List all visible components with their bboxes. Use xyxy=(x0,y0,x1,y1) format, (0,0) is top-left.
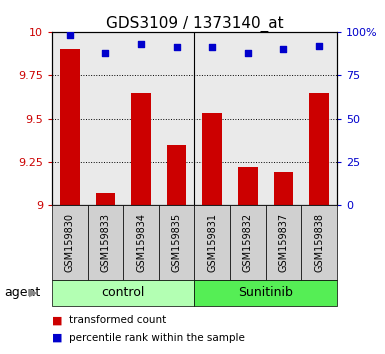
Bar xyxy=(194,32,230,205)
Bar xyxy=(88,32,123,205)
Text: ■: ■ xyxy=(52,315,62,325)
Bar xyxy=(95,193,115,205)
Text: Sunitinib: Sunitinib xyxy=(238,286,293,299)
Text: GSM159837: GSM159837 xyxy=(278,213,288,272)
Point xyxy=(245,50,251,56)
Point xyxy=(67,33,73,38)
Text: GSM159834: GSM159834 xyxy=(136,213,146,272)
Text: ▶: ▶ xyxy=(28,288,37,298)
Text: ■: ■ xyxy=(52,333,62,343)
Point xyxy=(138,41,144,47)
Point xyxy=(209,45,215,50)
Text: GSM159830: GSM159830 xyxy=(65,213,75,272)
Text: percentile rank within the sample: percentile rank within the sample xyxy=(69,333,245,343)
Bar xyxy=(131,92,151,205)
Bar xyxy=(167,144,186,205)
Bar xyxy=(203,113,222,205)
Bar xyxy=(230,32,266,205)
Bar xyxy=(123,32,159,205)
Bar xyxy=(274,172,293,205)
Text: control: control xyxy=(102,286,145,299)
Bar xyxy=(309,92,329,205)
Text: GSM159835: GSM159835 xyxy=(172,213,182,272)
Text: agent: agent xyxy=(4,286,40,299)
Bar xyxy=(238,167,258,205)
Text: GSM159833: GSM159833 xyxy=(100,213,110,272)
Point xyxy=(102,50,109,56)
Text: GSM159831: GSM159831 xyxy=(207,213,217,272)
Bar xyxy=(266,32,301,205)
Bar xyxy=(52,32,88,205)
Text: GSM159832: GSM159832 xyxy=(243,213,253,272)
Bar xyxy=(60,49,80,205)
Title: GDS3109 / 1373140_at: GDS3109 / 1373140_at xyxy=(105,16,283,32)
Bar xyxy=(301,32,337,205)
Point xyxy=(316,43,322,48)
Text: transformed count: transformed count xyxy=(69,315,167,325)
Text: GSM159838: GSM159838 xyxy=(314,213,324,272)
Point xyxy=(280,46,286,52)
Point xyxy=(174,45,180,50)
Bar xyxy=(159,32,194,205)
